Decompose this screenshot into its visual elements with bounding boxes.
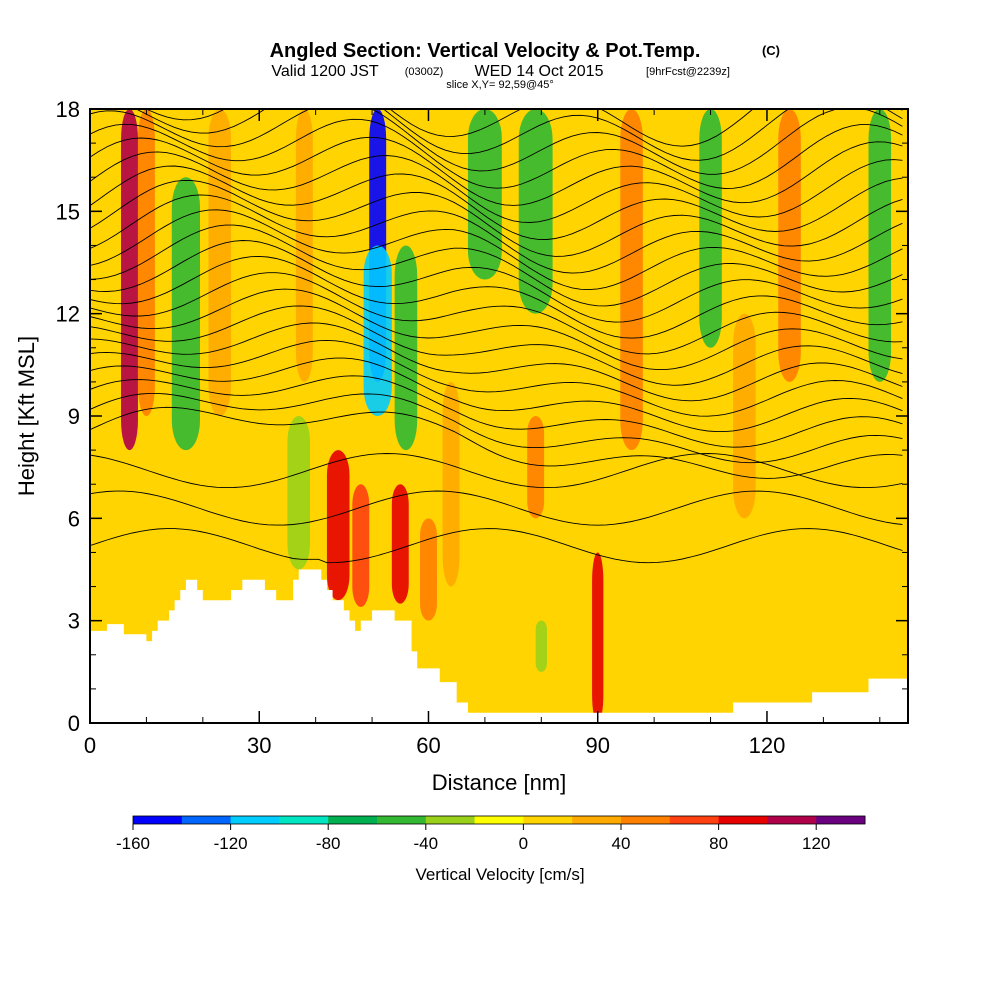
colorbar-swatch (181, 816, 232, 824)
valid-date: WED 14 Oct 2015 (475, 63, 604, 80)
velocity-band (592, 552, 604, 723)
colorbar: -160 -120 -80 -40 0 40 80 120 (116, 815, 866, 853)
colorbar-tick-label: 40 (612, 834, 631, 853)
velocity-band (326, 450, 350, 601)
theta-contour (90, 322, 903, 402)
colorbar-frame (132, 815, 866, 825)
velocity-band (295, 109, 313, 382)
forecast-info: [9hrFcst@2239z] (646, 66, 730, 78)
vertical-velocity-field (121, 109, 892, 723)
colorbar-tick-label: 0 (519, 834, 528, 853)
velocity-band (137, 109, 155, 416)
chart-title: Angled Section: Vertical Velocity & Pot.… (270, 40, 701, 62)
theta-contour (90, 288, 903, 371)
velocity-band (363, 245, 392, 416)
theta-contour (90, 406, 903, 479)
velocity-band (391, 484, 409, 604)
theta-contour (90, 194, 903, 274)
theta-contour (90, 240, 903, 323)
colorbar-tick-label: -40 (414, 834, 439, 853)
y-axis-label: Height [Kft MSL] (14, 336, 39, 496)
y-tick-label: 0 (68, 711, 80, 736)
colorbar-swatch (377, 816, 427, 824)
y-tick-label: 9 (68, 404, 80, 429)
theta-contour (90, 453, 903, 489)
theta-contour (90, 224, 903, 307)
colorbar-swatch (328, 816, 378, 824)
theta-contour (90, 209, 903, 291)
theta-contour (90, 179, 903, 257)
colorbar-swatch (133, 816, 183, 824)
theta-contour (90, 490, 903, 526)
x-tick-label: 0 (84, 733, 96, 758)
velocity-band (442, 381, 460, 587)
colorbar-swatch (816, 816, 866, 824)
theta-contour (90, 392, 903, 464)
colorbar-tick-label: -80 (316, 834, 341, 853)
theta-contour (90, 118, 903, 189)
theta-contour (90, 109, 903, 175)
theta-contour (90, 339, 903, 417)
x-tick-label: 60 (416, 733, 440, 758)
velocity-band (535, 620, 547, 672)
theta-contour (134, 109, 903, 161)
terrain-mask (90, 569, 908, 723)
velocity-band (699, 109, 722, 348)
x-tick-label: 120 (749, 733, 786, 758)
velocity-band (352, 484, 370, 608)
velocity-band (121, 109, 138, 451)
valid-prefix: Valid 1200 JST (271, 63, 379, 80)
colorbar-swatch (621, 816, 671, 824)
colorbar-swatch (279, 816, 329, 824)
theta-contour (90, 375, 903, 448)
colorbar-swatch (230, 816, 280, 824)
theta-contour (90, 255, 903, 339)
colorbar-swatch (718, 816, 768, 824)
colorbar-tick-label: -120 (214, 834, 248, 853)
velocity-band (733, 313, 756, 519)
colorbar-label: Vertical Velocity [cm/s] (415, 865, 584, 884)
y-tick-label: 12 (56, 302, 80, 327)
colorbar-swatch (767, 816, 817, 824)
colorbar-tick-label: -160 (116, 834, 150, 853)
colorbar-swatch (669, 816, 720, 824)
theta-contour (90, 357, 903, 433)
colorbar-swatch (523, 816, 573, 824)
colorbar-tick-label: 120 (802, 834, 830, 853)
y-tick-label: 15 (56, 199, 80, 224)
theta-contour (90, 305, 903, 386)
y-tick-label: 6 (68, 506, 80, 531)
theta-contour (90, 528, 903, 564)
theta-contour (90, 136, 903, 206)
theta-contour (90, 151, 903, 223)
chart-title-unit: (C) (762, 43, 780, 58)
axes: 0 30 60 90 120 0 3 6 9 12 15 18 (56, 97, 908, 758)
x-tick-label: 90 (585, 733, 609, 758)
y-tick-label: 3 (68, 609, 80, 634)
theta-contour (90, 165, 903, 240)
colorbar-tick-label: 80 (709, 834, 728, 853)
potential-temperature-contours (90, 109, 903, 564)
velocity-band (467, 109, 502, 280)
colorbar-swatch (425, 816, 476, 824)
y-tick-label: 18 (56, 97, 80, 122)
valid-zulu: (0300Z) (405, 66, 444, 78)
x-tick-label: 30 (247, 733, 271, 758)
velocity-band (287, 416, 311, 570)
velocity-band (420, 518, 437, 621)
x-axis-label: Distance [nm] (432, 770, 567, 795)
colorbar-swatch (474, 816, 524, 824)
velocity-band (518, 109, 553, 314)
velocity-band (171, 177, 201, 451)
slice-info: slice X,Y= 92,59@45° (446, 79, 554, 91)
colorbar-swatch (572, 816, 622, 824)
velocity-band (527, 416, 545, 519)
theta-contour (145, 109, 903, 147)
velocity-band (868, 109, 892, 382)
velocity-band (620, 109, 643, 451)
theta-contour (90, 272, 903, 355)
